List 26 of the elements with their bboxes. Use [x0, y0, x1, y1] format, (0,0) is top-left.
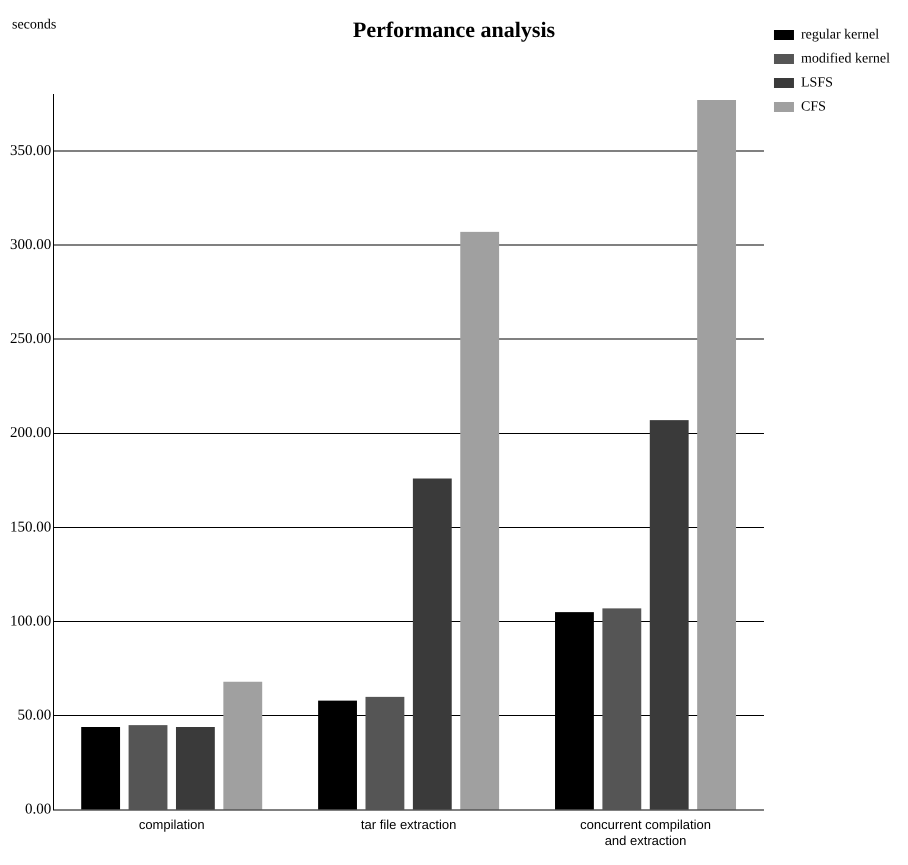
y-tick-label: 0.00 [25, 802, 52, 818]
y-tick-label: 350.00 [10, 142, 52, 159]
x-tick-label: compilation [138, 817, 205, 832]
x-tick-label: tar file extraction [360, 817, 456, 832]
y-tick-label: 250.00 [10, 331, 52, 348]
y-tick-label: 200.00 [10, 425, 52, 442]
legend-label: modified kernel [800, 52, 890, 67]
bar [412, 478, 452, 810]
chart-title: Performance analysis [352, 16, 556, 42]
legend-label: regular kernel [800, 28, 880, 43]
bar [365, 696, 404, 810]
legend-label: CFS [800, 100, 826, 115]
bar [128, 725, 168, 810]
x-tick-label: concurrent compilation and extraction [580, 817, 711, 848]
y-axis-title: seconds [12, 18, 56, 33]
bar [697, 100, 736, 810]
bar [602, 608, 642, 810]
bar [176, 726, 215, 810]
bar [650, 420, 689, 810]
y-tick-label: 300.00 [10, 236, 52, 253]
y-tick-label: 50.00 [18, 708, 52, 724]
y-tick-label: 150.00 [10, 519, 52, 536]
y-tick-label: 100.00 [10, 613, 52, 630]
bar [460, 232, 500, 810]
legend-label: LSFS [800, 76, 833, 91]
bar [223, 682, 262, 810]
